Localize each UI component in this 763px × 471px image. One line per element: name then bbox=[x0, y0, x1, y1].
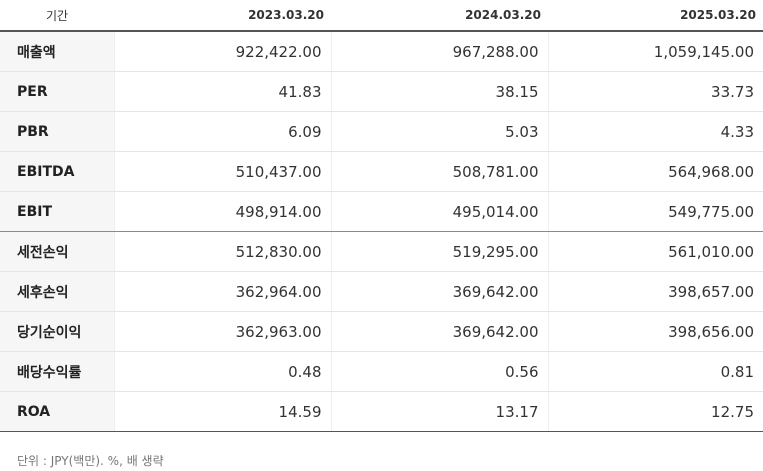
table-row: 당기순이익 362,963.00 369,642.00 398,656.00 bbox=[0, 311, 763, 352]
cell-value: 508,781.00 bbox=[330, 151, 548, 192]
cell-value: 1,059,145.00 bbox=[547, 31, 763, 72]
table-row: ROA 14.59 13.17 12.75 bbox=[0, 391, 763, 432]
period-header-label: 기간 bbox=[0, 0, 114, 32]
cell-value: 564,968.00 bbox=[547, 151, 763, 192]
cell-value: 549,775.00 bbox=[547, 191, 763, 232]
cell-value: 0.81 bbox=[547, 351, 763, 392]
cell-value: 495,014.00 bbox=[330, 191, 548, 232]
cell-value: 14.59 bbox=[113, 391, 331, 432]
row-label: EBITDA bbox=[0, 151, 114, 192]
row-label: EBIT bbox=[0, 191, 114, 232]
cell-value: 510,437.00 bbox=[113, 151, 331, 192]
period-header: 2024.03.20 bbox=[331, 0, 548, 32]
table-row: 세전손익 512,830.00 519,295.00 561,010.00 bbox=[0, 231, 763, 272]
cell-value: 0.56 bbox=[330, 351, 548, 392]
table-row: EBIT 498,914.00 495,014.00 549,775.00 bbox=[0, 191, 763, 232]
cell-value: 362,963.00 bbox=[113, 311, 331, 352]
cell-value: 33.73 bbox=[547, 71, 763, 112]
table-row: EBITDA 510,437.00 508,781.00 564,968.00 bbox=[0, 151, 763, 192]
cell-value: 369,642.00 bbox=[330, 271, 548, 312]
table-row: 세후손익 362,964.00 369,642.00 398,657.00 bbox=[0, 271, 763, 312]
cell-value: 41.83 bbox=[113, 71, 331, 112]
financial-table: 기간 2023.03.20 2024.03.20 2025.03.20 매출액 … bbox=[0, 0, 763, 432]
cell-value: 5.03 bbox=[330, 111, 548, 152]
row-label: PER bbox=[0, 71, 114, 112]
cell-value: 362,964.00 bbox=[113, 271, 331, 312]
cell-value: 512,830.00 bbox=[113, 231, 331, 272]
cell-value: 967,288.00 bbox=[330, 31, 548, 72]
cell-value: 4.33 bbox=[547, 111, 763, 152]
cell-value: 398,656.00 bbox=[547, 311, 763, 352]
period-header: 2023.03.20 bbox=[114, 0, 331, 32]
cell-value: 922,422.00 bbox=[113, 31, 331, 72]
table-row: 배당수익률 0.48 0.56 0.81 bbox=[0, 351, 763, 392]
row-label: 당기순이익 bbox=[0, 311, 114, 352]
cell-value: 561,010.00 bbox=[547, 231, 763, 272]
cell-value: 398,657.00 bbox=[547, 271, 763, 312]
cell-value: 498,914.00 bbox=[113, 191, 331, 232]
table-row: PER 41.83 38.15 33.73 bbox=[0, 71, 763, 112]
row-label: ROA bbox=[0, 391, 114, 432]
header-row: 기간 2023.03.20 2024.03.20 2025.03.20 bbox=[0, 0, 763, 32]
period-header: 2025.03.20 bbox=[548, 0, 763, 32]
row-label: 세전손익 bbox=[0, 231, 114, 272]
cell-value: 38.15 bbox=[330, 71, 548, 112]
table-body: 매출액 922,422.00 967,288.00 1,059,145.00 P… bbox=[0, 31, 763, 432]
cell-value: 6.09 bbox=[113, 111, 331, 152]
row-label: 배당수익률 bbox=[0, 351, 114, 392]
cell-value: 13.17 bbox=[330, 391, 548, 432]
table-row: PBR 6.09 5.03 4.33 bbox=[0, 111, 763, 152]
cell-value: 12.75 bbox=[547, 391, 763, 432]
cell-value: 369,642.00 bbox=[330, 311, 548, 352]
row-label: PBR bbox=[0, 111, 114, 152]
table-header: 기간 2023.03.20 2024.03.20 2025.03.20 bbox=[0, 0, 763, 32]
cell-value: 519,295.00 bbox=[330, 231, 548, 272]
row-label: 매출액 bbox=[0, 31, 114, 72]
row-label: 세후손익 bbox=[0, 271, 114, 312]
unit-footnote: 단위 : JPY(백만). %, 배 생략 bbox=[17, 454, 164, 468]
table-row: 매출액 922,422.00 967,288.00 1,059,145.00 bbox=[0, 31, 763, 72]
cell-value: 0.48 bbox=[113, 351, 331, 392]
